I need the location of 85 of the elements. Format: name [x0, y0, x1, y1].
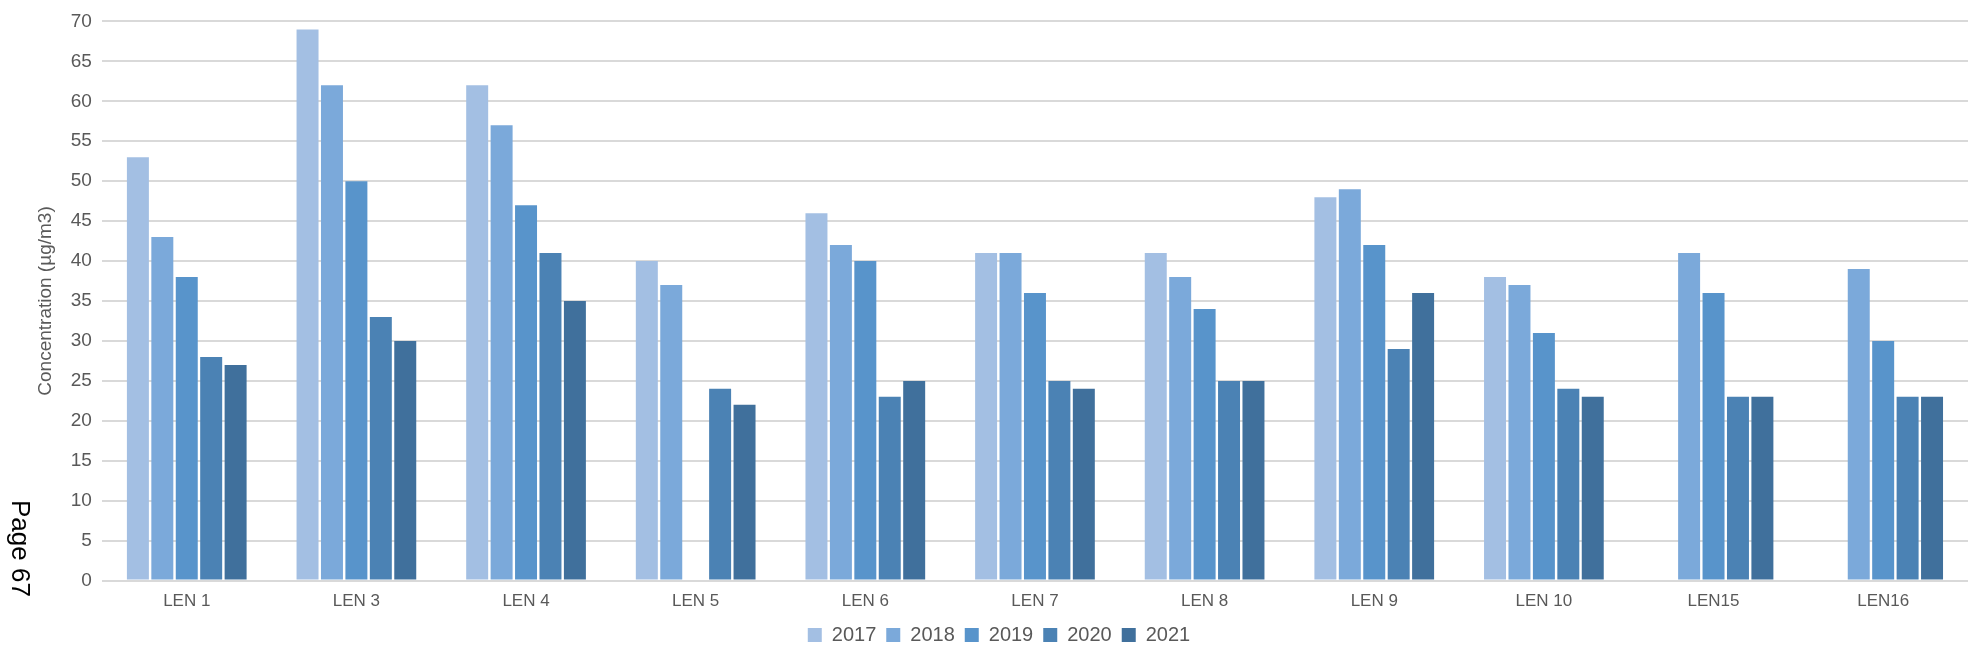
y-tick-label: 5 [81, 528, 92, 550]
y-tick-label: 60 [70, 89, 92, 111]
bar [1532, 332, 1555, 580]
bar [296, 29, 319, 580]
x-tick-label: LEN 6 [841, 591, 889, 611]
y-tick-label: 10 [70, 488, 92, 510]
y-tick-label: 65 [70, 49, 92, 71]
y-tick-label: 20 [70, 409, 92, 431]
x-tick-label: LEN 8 [1180, 591, 1229, 611]
y-axis-title: Concentration (µg/m3) [33, 206, 55, 396]
bar [1896, 396, 1919, 580]
x-tick-label: LEN16 [1857, 591, 1910, 611]
bar [1169, 277, 1192, 580]
bar [829, 245, 852, 580]
bar [224, 364, 247, 580]
bar [320, 85, 343, 580]
bar [151, 237, 174, 580]
bar [1872, 340, 1895, 580]
bar [878, 396, 901, 580]
x-tick-label: LEN 9 [1350, 591, 1398, 611]
text: Page 67 [5, 500, 36, 597]
y-tick-label: 45 [70, 209, 92, 231]
bar [1338, 189, 1361, 580]
y-tick-label: 55 [70, 129, 92, 151]
bar [1072, 388, 1095, 580]
bar [733, 404, 756, 580]
y-tick-label: 40 [70, 249, 92, 271]
bar [1218, 380, 1241, 580]
bar [1144, 253, 1167, 580]
bar [1484, 277, 1507, 580]
x-tick-label: LEN 1 [163, 591, 211, 611]
bar [539, 253, 562, 580]
legend-label: 2020 [1067, 622, 1112, 645]
bar [175, 277, 198, 580]
y-tick-label: 30 [70, 329, 92, 351]
bar [975, 253, 998, 580]
bar [200, 356, 223, 580]
x-tick-label: LEN 10 [1515, 591, 1573, 611]
bar [1314, 197, 1337, 580]
bar [1193, 308, 1216, 580]
bar [1023, 293, 1046, 580]
y-tick-label: 0 [81, 568, 92, 590]
x-tick-label: LEN 4 [502, 591, 550, 611]
bar [1412, 293, 1435, 580]
bar [1702, 293, 1725, 580]
bar [1678, 253, 1701, 580]
bar [1847, 269, 1870, 580]
bar [515, 205, 538, 580]
bar [1508, 285, 1531, 580]
legend-label: 2021 [1145, 622, 1191, 645]
x-tick-label: LEN 5 [672, 591, 720, 611]
legend-label: 2017 [831, 622, 877, 645]
x-tick-label: LEN15 [1687, 591, 1740, 611]
bar [1581, 396, 1604, 580]
bar [635, 261, 658, 580]
bar [466, 85, 489, 580]
bar [1048, 380, 1071, 580]
bar [1557, 388, 1580, 580]
legend-label: 2018 [910, 622, 955, 645]
x-tick-label: LEN 3 [332, 591, 381, 611]
bar [903, 380, 926, 580]
bar [805, 213, 828, 580]
bar [1726, 396, 1749, 580]
legend-label: 2019 [988, 622, 1034, 645]
bar [369, 316, 392, 580]
y-tick-label: 35 [70, 289, 92, 311]
bar [999, 253, 1022, 580]
bar [854, 261, 877, 580]
bar [1363, 245, 1386, 580]
bar [1751, 396, 1774, 580]
y-tick-label: 15 [70, 449, 92, 471]
bar [563, 301, 586, 580]
bar [1921, 396, 1944, 580]
bar [126, 157, 149, 580]
bar [345, 181, 368, 580]
bar [394, 340, 417, 580]
bar [1387, 348, 1410, 580]
y-tick-label: 25 [70, 369, 92, 391]
bar [660, 285, 683, 580]
y-tick-label: 50 [70, 169, 92, 191]
bar [1242, 380, 1265, 580]
bar [709, 388, 732, 580]
bar [490, 125, 513, 580]
x-tick-label: LEN 7 [1011, 591, 1059, 611]
y-tick-label: 70 [70, 9, 92, 31]
